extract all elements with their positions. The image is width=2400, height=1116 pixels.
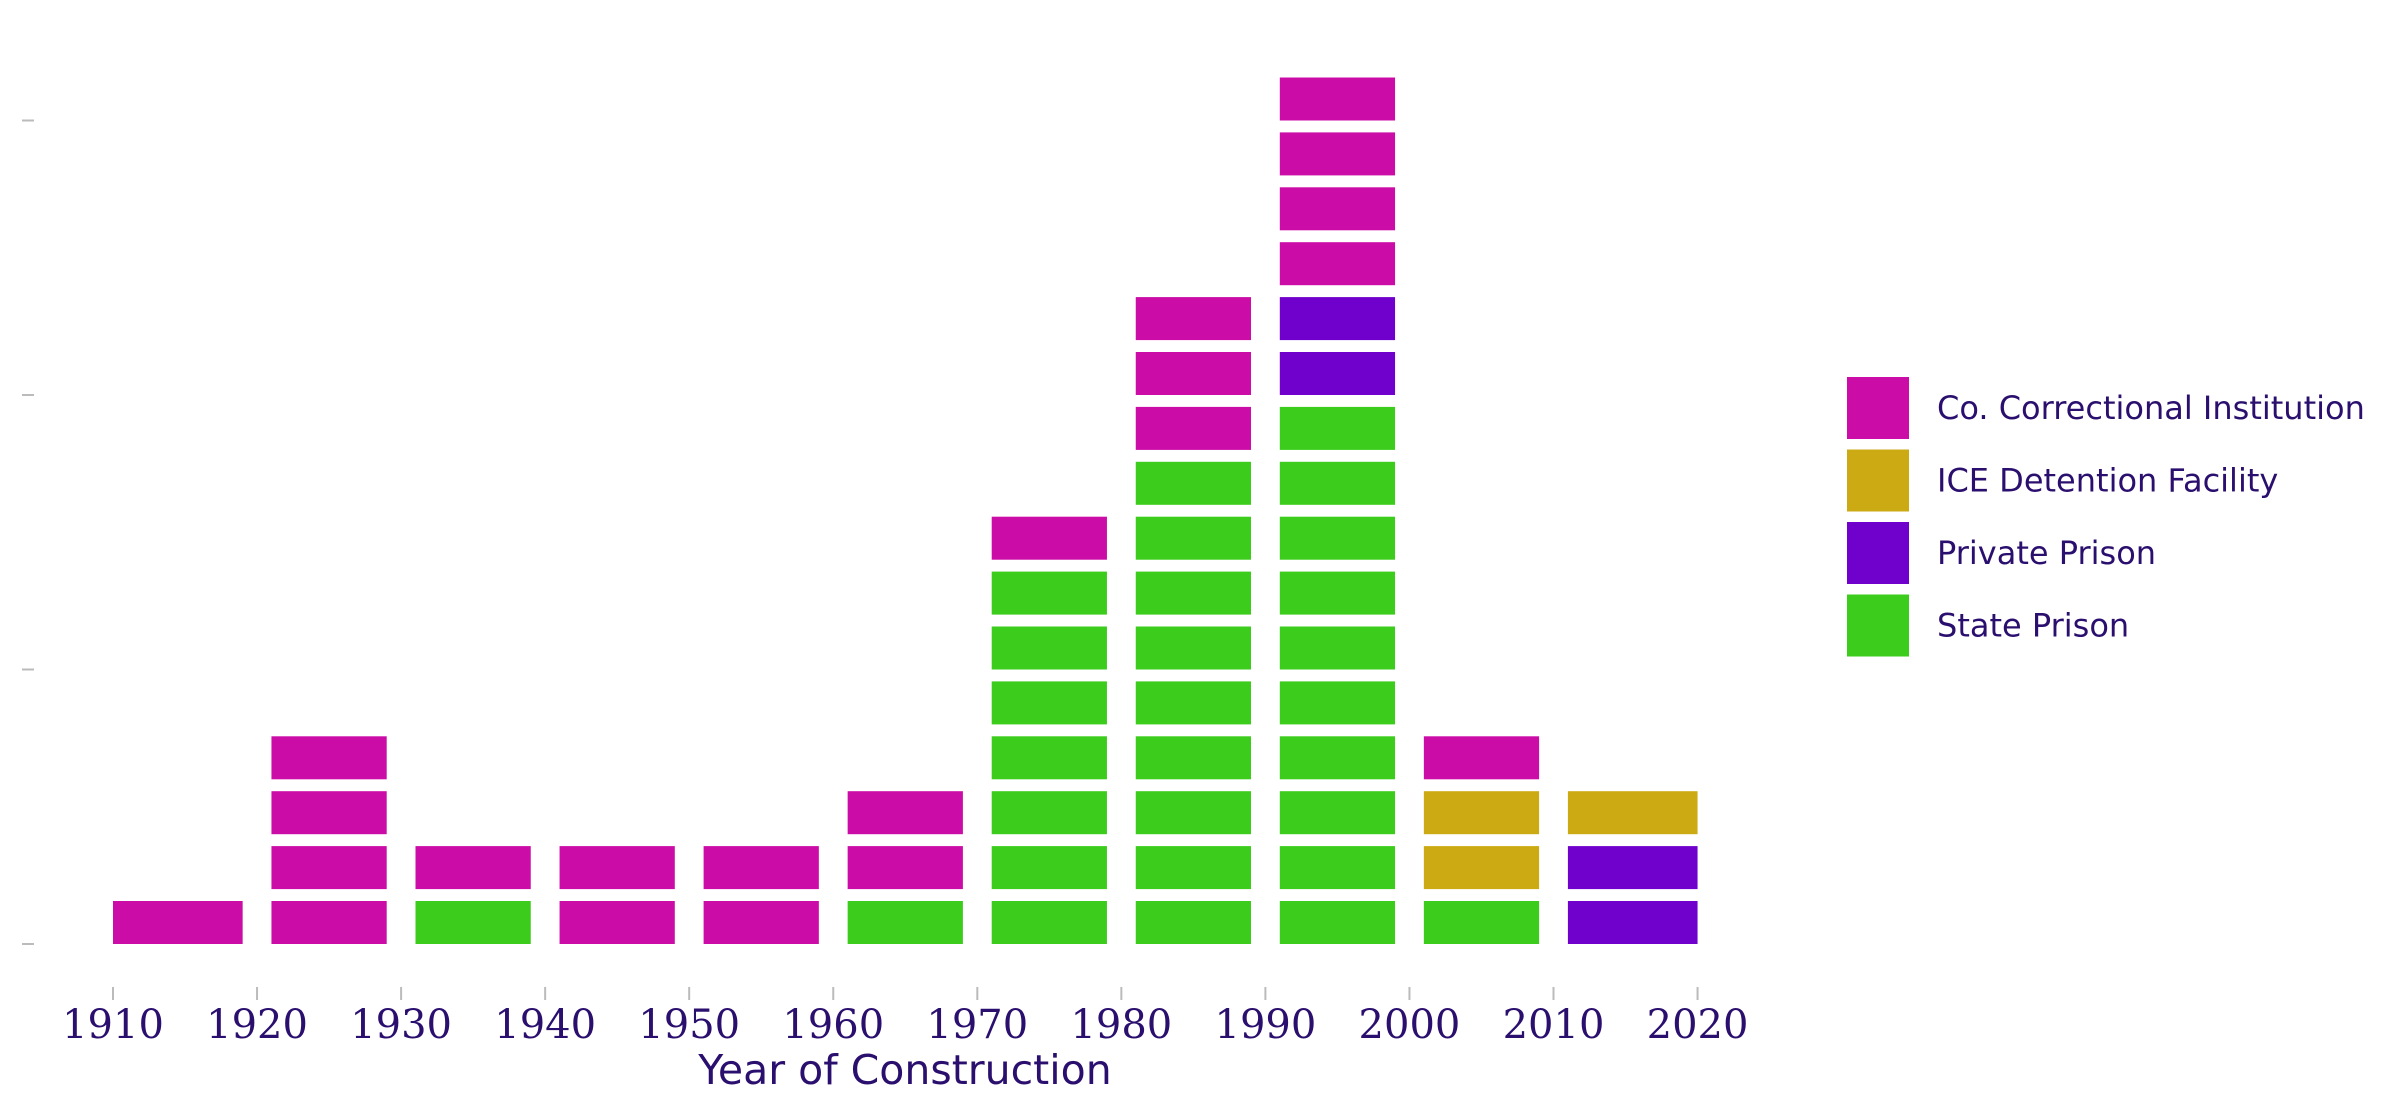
legend-swatch-state-prison bbox=[1847, 594, 1909, 657]
x-axis-title: Year of Construction bbox=[697, 1046, 1111, 1094]
bar-block-state-prison bbox=[1279, 736, 1396, 780]
legend-label-private-prison: Private Prison bbox=[1937, 534, 2156, 572]
x-tick-label: 1960 bbox=[782, 1002, 884, 1048]
legend: Co. Correctional Institution ICE Detentio… bbox=[1847, 377, 2365, 657]
bar-block-state-prison bbox=[1279, 406, 1396, 450]
bar-block-state-prison bbox=[991, 571, 1107, 615]
bar-block-state-prison bbox=[1279, 901, 1396, 944]
bar-block-state-prison bbox=[1135, 901, 1251, 944]
bar-block-state-prison bbox=[991, 791, 1107, 835]
plot-area bbox=[113, 77, 1698, 944]
bar-block-state-prison bbox=[1279, 516, 1396, 560]
legend-label-ice-detention-facility: ICE Detention Facility bbox=[1937, 462, 2278, 500]
x-tick-label: 2000 bbox=[1359, 1002, 1461, 1048]
bar-block-state-prison bbox=[1279, 846, 1396, 890]
bar-block-co-correctional-institution bbox=[113, 901, 243, 944]
bar-block-co-correctional-institution bbox=[991, 516, 1107, 560]
bar-block-co-correctional-institution bbox=[847, 791, 963, 835]
bar-block-private-prison bbox=[1567, 901, 1698, 944]
bar-block-co-correctional-institution bbox=[415, 846, 531, 890]
bar-block-state-prison bbox=[847, 901, 963, 944]
bar-block-state-prison bbox=[1135, 461, 1251, 505]
bar-block-co-correctional-institution bbox=[1279, 187, 1396, 231]
bar-block-state-prison bbox=[991, 626, 1107, 670]
bar-block-co-correctional-institution bbox=[847, 846, 963, 890]
bar-block-ice-detention-facility bbox=[1423, 846, 1540, 890]
bar-block-co-correctional-institution bbox=[271, 901, 387, 944]
bar-block-co-correctional-institution bbox=[1279, 242, 1396, 286]
bar-block-co-correctional-institution bbox=[1135, 297, 1251, 341]
bar-block-state-prison bbox=[1135, 516, 1251, 560]
bar-block-state-prison bbox=[1423, 901, 1540, 944]
bar-block-private-prison bbox=[1567, 846, 1698, 890]
bar-block-state-prison bbox=[1135, 846, 1251, 890]
bar-block-co-correctional-institution bbox=[559, 846, 675, 890]
x-tick-label: 1970 bbox=[926, 1002, 1028, 1048]
bar-block-co-correctional-institution bbox=[271, 791, 387, 835]
bar-block-state-prison bbox=[991, 901, 1107, 944]
x-tick-label: 1930 bbox=[350, 1002, 452, 1048]
legend-label-state-prison: State Prison bbox=[1937, 607, 2129, 645]
bar-block-co-correctional-institution bbox=[1279, 132, 1396, 176]
x-tick-label: 2020 bbox=[1647, 1002, 1749, 1048]
x-tick-label: 1920 bbox=[206, 1002, 308, 1048]
bar-block-state-prison bbox=[1279, 626, 1396, 670]
bar-block-state-prison bbox=[1279, 461, 1396, 505]
bar-block-co-correctional-institution bbox=[1423, 736, 1540, 780]
bar-block-private-prison bbox=[1279, 297, 1396, 341]
bar-block-co-correctional-institution bbox=[559, 901, 675, 944]
x-tick-label: 1950 bbox=[638, 1002, 740, 1048]
bar-block-state-prison bbox=[1279, 681, 1396, 725]
bar-block-co-correctional-institution bbox=[703, 846, 819, 890]
bar-block-state-prison bbox=[1135, 571, 1251, 615]
bar-block-co-correctional-institution bbox=[1135, 406, 1251, 450]
bar-block-state-prison bbox=[991, 736, 1107, 780]
legend-swatch-private-prison bbox=[1847, 522, 1909, 584]
bar-block-co-correctional-institution bbox=[271, 736, 387, 780]
bar-block-state-prison bbox=[1135, 791, 1251, 835]
bar-block-state-prison bbox=[1279, 571, 1396, 615]
bar-block-private-prison bbox=[1279, 352, 1396, 395]
y-axis-ticks bbox=[22, 119, 34, 945]
bar-block-state-prison bbox=[1135, 626, 1251, 670]
bar-block-ice-detention-facility bbox=[1567, 791, 1698, 835]
legend-swatch-co-correctional-institution bbox=[1847, 377, 1909, 439]
bar-block-co-correctional-institution bbox=[271, 846, 387, 890]
bar-block-co-correctional-institution bbox=[703, 901, 819, 944]
bar-block-co-correctional-institution bbox=[1279, 77, 1396, 121]
bar-block-ice-detention-facility bbox=[1423, 791, 1540, 835]
bar-block-state-prison bbox=[1279, 791, 1396, 835]
legend-swatch-ice-detention-facility bbox=[1847, 449, 1909, 512]
bar-block-co-correctional-institution bbox=[1135, 352, 1251, 395]
bar-block-state-prison bbox=[991, 846, 1107, 890]
bar-block-state-prison bbox=[991, 681, 1107, 725]
bar-block-state-prison bbox=[1135, 681, 1251, 725]
bar-block-state-prison bbox=[415, 901, 531, 944]
legend-label-co-correctional-institution: Co. Correctional Institution bbox=[1937, 389, 2365, 427]
x-tick-label: 1990 bbox=[1215, 1002, 1317, 1048]
x-axis: 1910 1920 1930 1940 1950 1960 1970 1980 1990 2000… bbox=[62, 987, 1748, 1048]
x-tick-label: 1940 bbox=[494, 1002, 596, 1048]
x-tick-label: 1910 bbox=[62, 1002, 164, 1048]
x-tick-label: 1980 bbox=[1070, 1002, 1172, 1048]
x-tick-label: 2010 bbox=[1503, 1002, 1605, 1048]
bar-block-state-prison bbox=[1135, 736, 1251, 780]
